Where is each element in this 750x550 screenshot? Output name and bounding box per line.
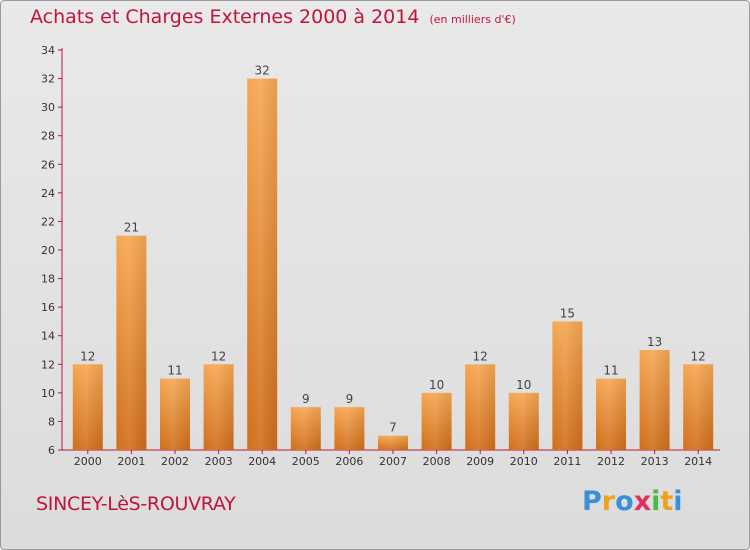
bar-highlight <box>247 78 278 451</box>
proxiti-logo: Proxiti <box>582 486 683 517</box>
bar-highlight <box>683 364 714 450</box>
x-tick-label: 2009 <box>466 455 494 468</box>
bar-value-label: 32 <box>255 64 270 78</box>
x-tick-label: 2012 <box>597 455 625 468</box>
bar-highlight <box>421 392 452 450</box>
y-tick-label: 22 <box>41 215 55 228</box>
x-tick-label: 2005 <box>292 455 320 468</box>
bar-highlight <box>160 378 190 450</box>
bar-highlight <box>290 407 321 450</box>
y-tick-label: 20 <box>41 244 55 257</box>
logo-letter: r <box>601 486 616 517</box>
bar-value-label: 12 <box>80 349 95 363</box>
y-tick-label: 30 <box>41 101 55 114</box>
logo-letter: i <box>651 486 661 517</box>
bar-value-label: 15 <box>560 306 575 320</box>
bar-highlight <box>203 364 234 450</box>
y-tick-label: 18 <box>41 273 55 286</box>
bar-value-label: 11 <box>603 364 618 378</box>
chart-title: Achats et Charges Externes 2000 à 2014 (e… <box>30 6 516 28</box>
bar-value-label: 10 <box>516 378 531 392</box>
bar-highlight <box>639 350 670 450</box>
x-tick-label: 2003 <box>205 455 233 468</box>
x-tick-label: 2014 <box>684 455 712 468</box>
bar-value-label: 11 <box>167 364 182 378</box>
x-tick-label: 2006 <box>335 455 363 468</box>
logo-letter: o <box>615 486 634 517</box>
bar-value-label: 7 <box>389 421 397 435</box>
y-tick-label: 6 <box>48 444 55 457</box>
y-tick-label: 8 <box>48 415 55 428</box>
bar-value-label: 12 <box>211 349 226 363</box>
y-tick-label: 16 <box>41 301 55 314</box>
bar-value-label: 10 <box>429 378 444 392</box>
bar-value-label: 13 <box>647 335 662 349</box>
title-unit: (en milliers d'€) <box>429 13 516 26</box>
bar-highlight <box>116 235 147 450</box>
bar-value-label: 9 <box>302 392 310 406</box>
x-tick-label: 2000 <box>74 455 102 468</box>
bar-highlight <box>552 321 583 450</box>
y-tick-label: 34 <box>41 44 55 57</box>
city-name: SINCEY-LèS-ROUVRAY <box>36 493 236 515</box>
x-tick-label: 2008 <box>423 455 451 468</box>
bar-highlight <box>378 435 408 450</box>
bar-highlight <box>465 364 496 450</box>
bar-highlight <box>334 407 365 450</box>
x-tick-label: 2010 <box>510 455 538 468</box>
y-tick-label: 24 <box>41 187 55 200</box>
logo-letter: i <box>673 486 683 517</box>
y-tick-label: 32 <box>41 73 55 86</box>
x-tick-label: 2001 <box>117 455 145 468</box>
title-text: Achats et Charges Externes 2000 à 2014 <box>30 6 420 28</box>
x-tick-label: 2004 <box>248 455 276 468</box>
bar-value-label: 9 <box>346 392 354 406</box>
bar-highlight <box>508 392 539 450</box>
x-tick-label: 2013 <box>641 455 669 468</box>
y-tick-label: 10 <box>41 387 55 400</box>
bar-value-label: 12 <box>691 349 706 363</box>
y-tick-label: 28 <box>41 130 55 143</box>
y-tick-label: 14 <box>41 330 55 343</box>
y-tick-label: 12 <box>41 358 55 371</box>
bar-value-label: 21 <box>124 221 139 235</box>
bar-value-label: 12 <box>473 349 488 363</box>
bar-highlight <box>596 378 626 450</box>
logo-letter: x <box>633 486 652 517</box>
y-tick-label: 26 <box>41 158 55 171</box>
x-tick-label: 2007 <box>379 455 407 468</box>
x-tick-label: 2011 <box>553 455 581 468</box>
logo-letter: t <box>660 486 674 517</box>
x-tick-label: 2002 <box>161 455 189 468</box>
logo-letter: P <box>582 486 602 517</box>
bar-highlight <box>72 364 103 450</box>
